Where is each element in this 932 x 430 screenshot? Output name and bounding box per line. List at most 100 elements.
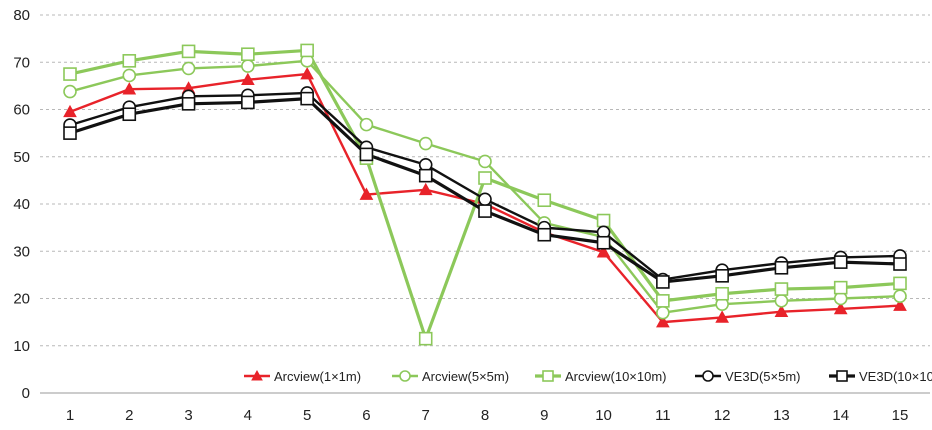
series-markers-4	[63, 86, 907, 287]
data-point	[596, 213, 611, 228]
data-point	[418, 136, 433, 151]
data-point	[478, 171, 492, 185]
data-point	[537, 193, 552, 208]
data-point	[181, 44, 196, 59]
x-tick-label: 12	[714, 407, 731, 424]
legend-label: VE3D(5×5m)	[725, 369, 801, 384]
data-point	[418, 168, 433, 183]
data-point	[774, 282, 789, 296]
data-point	[359, 147, 374, 162]
x-tick-label: 10	[595, 407, 612, 424]
data-point	[63, 126, 77, 140]
data-point	[181, 97, 196, 111]
series-markers-2	[63, 54, 907, 320]
data-point	[893, 257, 907, 271]
data-point	[241, 47, 255, 62]
legend-swatch-marker	[702, 370, 714, 382]
y-axis-tick-labels: 0 10 20 30 40 50 60 70 80	[13, 7, 30, 402]
data-point	[418, 182, 433, 196]
x-tick-label: 14	[832, 407, 849, 424]
legend-swatch-marker	[251, 369, 263, 381]
x-tick-label: 1	[66, 407, 74, 424]
legend-swatch-marker	[542, 370, 554, 382]
data-point	[241, 59, 255, 73]
data-point	[774, 260, 789, 275]
x-tick-label: 6	[362, 407, 370, 424]
y-tick-label: 10	[13, 338, 30, 355]
data-point	[537, 227, 552, 242]
legend-swatch-marker	[836, 370, 848, 382]
y-tick-label: 60	[13, 102, 30, 119]
x-tick-label: 3	[184, 407, 192, 424]
y-tick-label: 70	[13, 54, 30, 71]
data-point	[478, 204, 492, 218]
data-point	[359, 187, 374, 200]
data-point	[478, 154, 492, 169]
data-point	[833, 255, 848, 269]
y-tick-label: 40	[13, 196, 30, 213]
x-tick-label: 2	[125, 407, 133, 424]
x-tick-label: 13	[773, 407, 790, 424]
data-point	[893, 276, 907, 291]
legend-label: VE3D(10×10m)	[859, 369, 932, 384]
legend-label: Arcview(1×1m)	[274, 369, 361, 384]
data-point	[774, 304, 789, 318]
data-point	[63, 67, 77, 81]
data-point	[596, 245, 611, 258]
data-point	[833, 280, 848, 295]
data-point	[656, 305, 670, 320]
series-line-5	[69, 97, 901, 284]
legend-item-4: VE3D(5×5m)	[695, 369, 801, 384]
data-point	[418, 331, 433, 346]
x-tick-label: 15	[892, 407, 909, 424]
x-tick-label: 11	[655, 407, 671, 424]
series-markers	[63, 43, 907, 346]
data-point	[715, 286, 729, 301]
x-tick-label: 9	[540, 407, 548, 424]
legend-label: Arcview(10×10m)	[565, 369, 667, 384]
x-tick-label: 8	[481, 407, 489, 424]
data-point	[656, 315, 670, 328]
data-point	[893, 298, 907, 311]
data-point	[241, 95, 255, 110]
x-tick-label: 4	[244, 407, 252, 424]
series-markers-5	[63, 91, 907, 289]
data-point	[833, 301, 848, 315]
data-point	[300, 43, 314, 58]
data-point	[359, 117, 374, 132]
data-point	[656, 275, 670, 289]
data-point	[715, 269, 729, 283]
legend-item-1: Arcview(1×1m)	[244, 369, 361, 384]
data-point	[122, 68, 137, 83]
x-axis-tick-labels: 1 2 3 4 5 6 7 8 9 10 11 12 13 14 15	[66, 407, 909, 424]
data-point	[300, 91, 314, 106]
y-tick-label: 30	[13, 243, 30, 260]
legend: Arcview(1×1m) Arcview(5×5m) Arcview(10×10m…	[244, 369, 932, 384]
legend-item-5: VE3D(10×10m)	[829, 369, 932, 384]
data-point	[300, 67, 314, 80]
data-point	[63, 104, 77, 118]
data-point	[122, 54, 137, 68]
data-point	[656, 294, 670, 308]
data-point	[122, 82, 137, 95]
data-point	[63, 84, 77, 99]
y-tick-label: 0	[22, 385, 30, 402]
series-markers-3	[63, 43, 907, 346]
y-tick-label: 80	[13, 7, 30, 24]
data-point	[596, 235, 611, 250]
data-point	[715, 310, 729, 323]
data-point	[241, 72, 255, 86]
legend-label: Arcview(5×5m)	[422, 369, 509, 384]
y-tick-label: 50	[13, 149, 30, 166]
legend-swatch-marker	[399, 370, 411, 382]
data-point	[181, 61, 196, 76]
legend-item-2: Arcview(5×5m)	[392, 369, 509, 384]
data-point	[893, 289, 907, 303]
legend-item-3: Arcview(10×10m)	[535, 369, 667, 384]
data-point	[122, 107, 137, 122]
y-tick-label: 20	[13, 291, 30, 308]
data-point	[774, 294, 789, 308]
x-tick-label: 5	[303, 407, 311, 424]
data-point	[478, 192, 492, 207]
